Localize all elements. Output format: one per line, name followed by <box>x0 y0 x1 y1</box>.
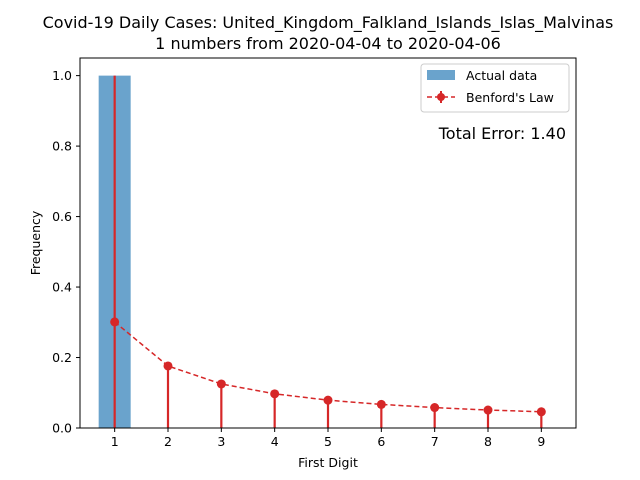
plot-area: 1 2 3 4 5 6 7 8 9 0.0 0.2 0.4 0.6 0.8 1.0 <box>52 68 546 449</box>
legend-label-actual: Actual data <box>466 68 537 83</box>
legend: Actual data Benford's Law <box>420 63 570 113</box>
x-tick-label-8: 8 <box>484 434 492 449</box>
y-tick-label-3: 0.6 <box>52 209 72 224</box>
x-tick-label-5: 5 <box>324 434 332 449</box>
x-tick-label-9: 9 <box>537 434 545 449</box>
benford-point-8 <box>483 405 493 415</box>
benford-point-2 <box>163 361 173 371</box>
legend-swatch-actual <box>427 70 455 80</box>
x-axis-label: First Digit <box>298 455 358 470</box>
benford-point-7 <box>430 403 440 413</box>
chart-title-line1: Covid-19 Daily Cases: United_Kingdom_Fal… <box>43 13 614 33</box>
x-tick-label-4: 4 <box>271 434 279 449</box>
legend-label-benford: Benford's Law <box>466 90 554 105</box>
y-tick-label-4: 0.8 <box>52 139 72 154</box>
chart-title-line2: 1 numbers from 2020-04-04 to 2020-04-06 <box>155 34 501 53</box>
x-tick-label-2: 2 <box>164 434 172 449</box>
benford-point-5 <box>323 395 333 405</box>
y-tick-label-0: 0.0 <box>52 421 72 436</box>
benford-point-9 <box>536 407 546 417</box>
axes-frame <box>79 57 577 429</box>
total-error-annotation: Total Error: 1.40 <box>438 124 566 143</box>
benford-point-6 <box>376 399 386 409</box>
x-tick-label-1: 1 <box>111 434 119 449</box>
x-tick-label-7: 7 <box>431 434 439 449</box>
benford-point-1 <box>110 317 120 327</box>
legend-box <box>420 63 570 113</box>
y-tick-label-2: 0.4 <box>52 280 72 295</box>
y-tick-label-5: 1.0 <box>52 68 72 83</box>
y-tick-label-1: 0.2 <box>52 350 72 365</box>
y-axis-label: Frequency <box>28 210 43 275</box>
legend-marker-benford <box>437 93 445 101</box>
x-tick-label-3: 3 <box>217 434 225 449</box>
benford-point-4 <box>270 389 280 399</box>
benford-point-3 <box>216 379 226 389</box>
x-tick-label-6: 6 <box>377 434 385 449</box>
